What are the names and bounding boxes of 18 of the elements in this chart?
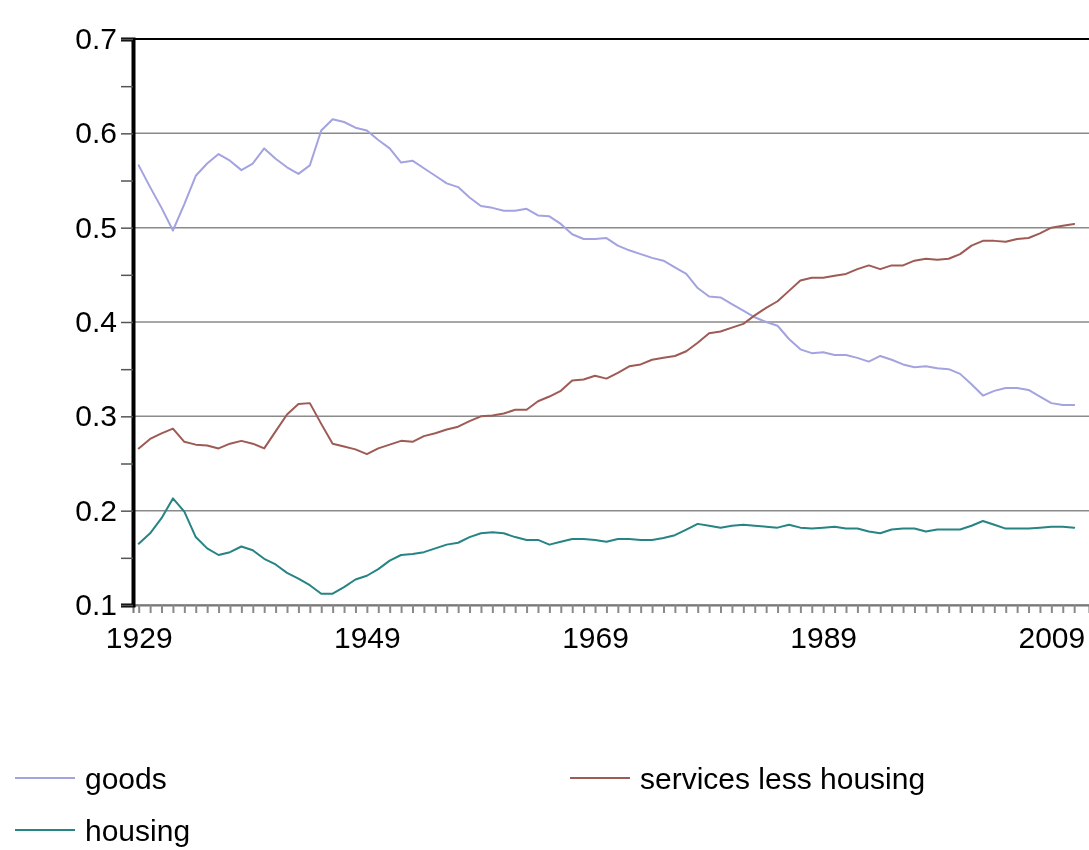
y-tick-label: 0.6	[75, 116, 117, 150]
y-tick-label: 0.1	[75, 588, 117, 622]
y-tick-label: 0.4	[75, 305, 117, 339]
legend-label: services less housing	[640, 761, 926, 795]
x-tick-label: 1929	[105, 621, 173, 655]
y-tick-label: 0.7	[75, 22, 117, 56]
y-tick-label: 0.5	[75, 210, 117, 244]
line-series	[137, 118, 1076, 407]
y-tick-label: 0.3	[75, 399, 117, 433]
x-tick-label: 1989	[790, 621, 858, 655]
line-series	[137, 222, 1076, 456]
x-tick-label: 2009	[1018, 621, 1086, 655]
legend-label: goods	[85, 761, 167, 795]
x-tick-label: 1949	[333, 621, 401, 655]
line-series	[137, 497, 1076, 595]
x-tick-label: 1969	[562, 621, 629, 655]
y-tick-label: 0.2	[75, 493, 117, 527]
legend-label: housing	[85, 813, 191, 847]
